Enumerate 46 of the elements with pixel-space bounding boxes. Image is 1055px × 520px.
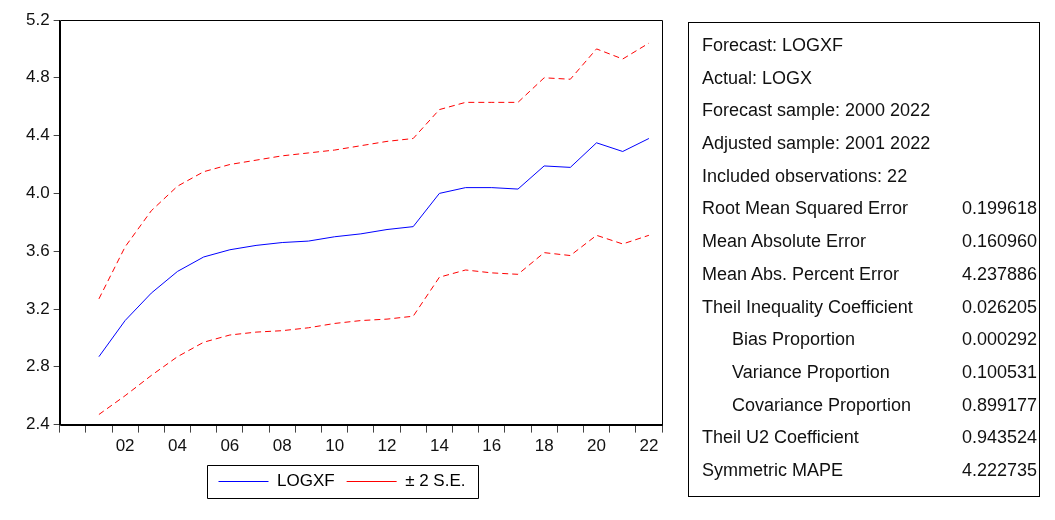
- category-label: Bias Proportion: [731, 329, 856, 350]
- category-label: Mean Absolute Error: [702, 231, 867, 252]
- text: Forecast sample: 2000 2022: [702, 99, 932, 123]
- x-tick-label: 04: [168, 436, 187, 456]
- text: Included observations: 22: [702, 164, 909, 188]
- text: 4.222735: [961, 459, 1037, 480]
- text: Forecast: LOGXF: [702, 34, 845, 57]
- category-label: Theil Inequality Coefficient: [702, 296, 913, 317]
- x-tick-label: 16: [482, 436, 502, 456]
- x-tick-label: 10: [325, 436, 345, 456]
- x-tick-label: 12: [377, 436, 397, 456]
- category-label: Variance Proportion: [731, 361, 890, 382]
- text: 0.943524: [961, 427, 1037, 448]
- category-label: Symmetric MAPE: [702, 459, 844, 480]
- x-tick-label: 06: [220, 436, 240, 456]
- text: Adjusted sample: 2001 2022: [702, 132, 932, 156]
- line-series: [98, 234, 650, 415]
- x-tick-label: 08: [272, 436, 292, 456]
- x-tick-label: 02: [115, 436, 135, 456]
- y-tick-label: 5.2: [25, 9, 50, 29]
- x-tick-label: 22: [639, 436, 659, 456]
- category-label: Theil U2 Coefficient: [702, 427, 859, 448]
- y-tick-label: 3.6: [25, 240, 50, 260]
- y-tick-label: 2.8: [25, 356, 50, 376]
- legend-label: LOGXF: [277, 471, 335, 491]
- y-tick-label: 4.8: [25, 67, 50, 87]
- category-label: Mean Abs. Percent Error: [702, 263, 900, 284]
- y-tick-label: 4.0: [25, 183, 50, 203]
- x-tick-label: 14: [429, 436, 449, 456]
- category-label: Root Mean Squared Error: [702, 198, 909, 219]
- text: Actual: LOGX: [702, 66, 814, 90]
- text: 0.026205: [961, 296, 1037, 317]
- text: 0.000292: [961, 329, 1037, 350]
- text: 4.237886: [961, 263, 1037, 284]
- category-label: Covariance Proportion: [731, 394, 912, 415]
- y-tick-label: 3.2: [25, 298, 50, 318]
- y-tick-label: 4.4: [25, 125, 50, 145]
- text: 0.100531: [961, 361, 1037, 382]
- text: 0.899177: [961, 394, 1037, 415]
- y-tick-label: 2.4: [25, 414, 50, 434]
- text: 0.160960: [961, 231, 1037, 252]
- line-series: [98, 42, 650, 300]
- x-tick-label: 20: [587, 436, 606, 456]
- legend-label: ± 2 S.E.: [405, 471, 466, 491]
- x-tick-label: 18: [534, 436, 554, 456]
- text: 0.199618: [961, 198, 1037, 219]
